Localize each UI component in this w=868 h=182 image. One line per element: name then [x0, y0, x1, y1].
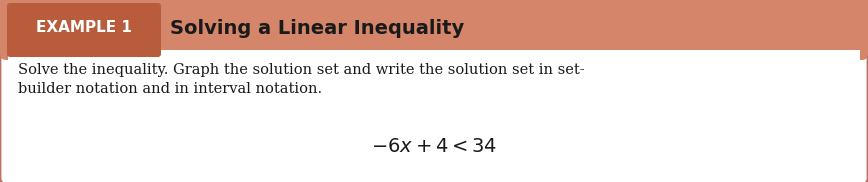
- FancyBboxPatch shape: [0, 0, 868, 60]
- FancyBboxPatch shape: [7, 3, 161, 57]
- Text: Solve the inequality. Graph the solution set and write the solution set in set-: Solve the inequality. Graph the solution…: [18, 63, 585, 77]
- Text: builder notation and in interval notation.: builder notation and in interval notatio…: [18, 82, 322, 96]
- Text: $-6x + 4 < 34$: $-6x + 4 < 34$: [371, 138, 497, 156]
- Bar: [6, 26, 862, 54]
- Text: EXAMPLE 1: EXAMPLE 1: [36, 21, 132, 35]
- Text: Solving a Linear Inequality: Solving a Linear Inequality: [170, 19, 464, 37]
- Bar: [8, 50, 860, 176]
